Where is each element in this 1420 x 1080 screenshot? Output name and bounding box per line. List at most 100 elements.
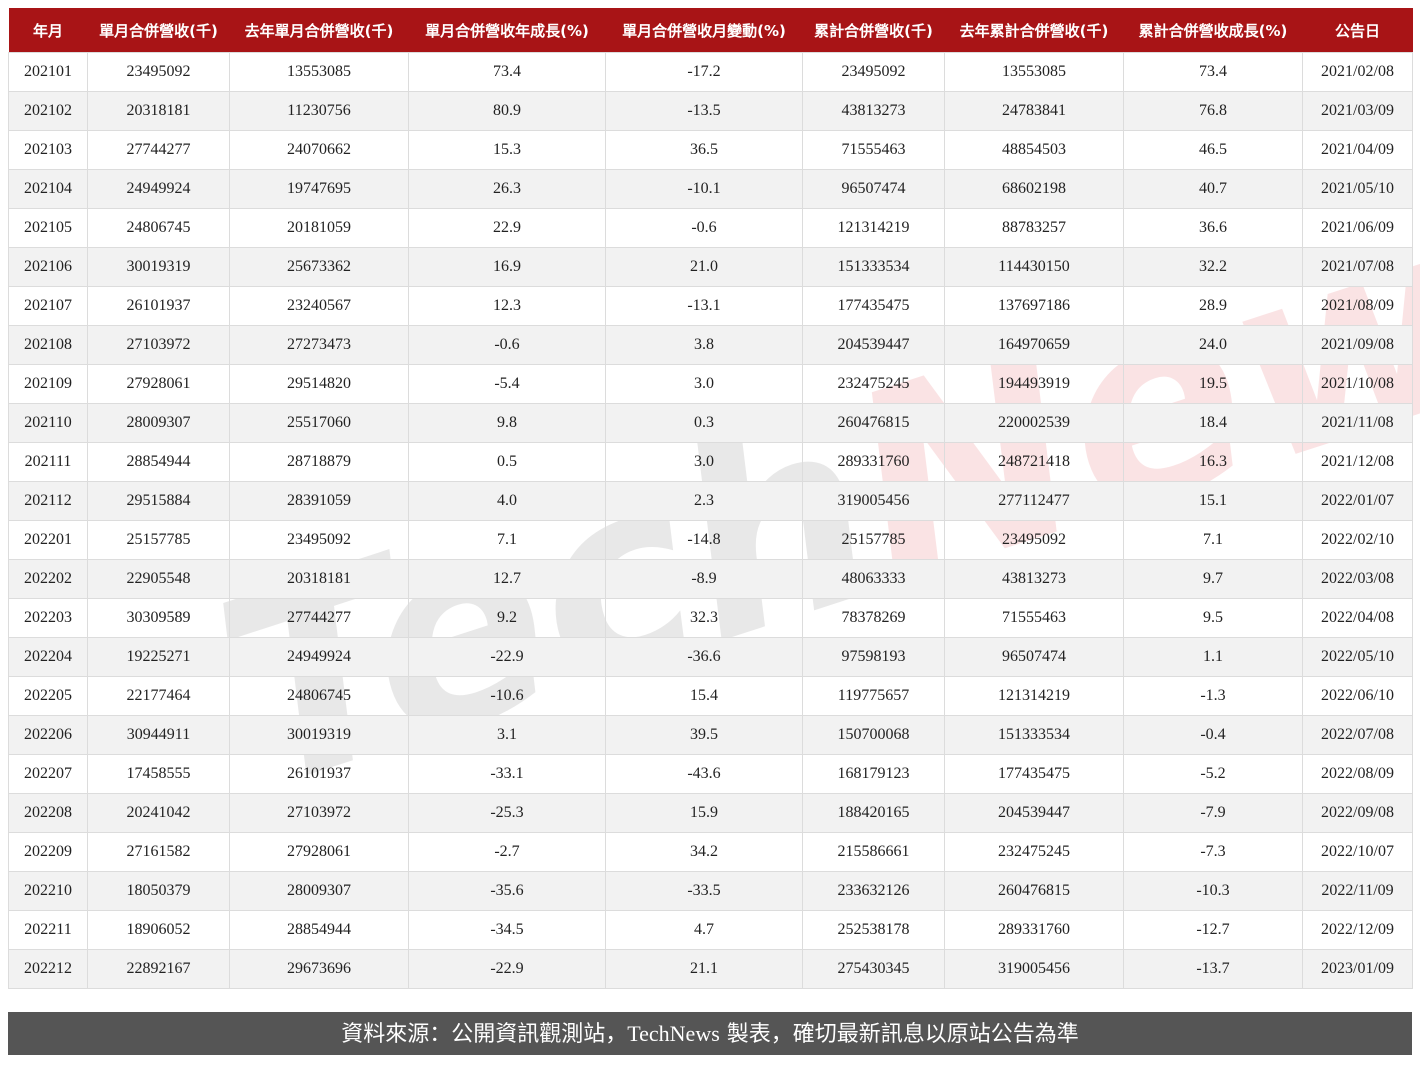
table-cell: 202110 [8, 403, 88, 443]
table-cell: 30019319 [87, 247, 230, 287]
table-cell: 202106 [8, 247, 88, 287]
table-cell: 202108 [8, 325, 88, 365]
table-cell: 28009307 [229, 871, 409, 911]
column-header: 累計合併營收成長(%) [1123, 8, 1303, 53]
table-cell: 137697186 [944, 286, 1124, 326]
table-row: 202108 27103972 27273473 -0.6 3.8 204539447 16… [8, 325, 1413, 365]
table-cell: 202210 [8, 871, 88, 911]
table-cell: 2.3 [605, 481, 803, 521]
table-cell: 29515884 [87, 481, 230, 521]
table-row: 202101 23495092 13553085 73.4 -17.2 23495092 1… [8, 52, 1413, 92]
table-cell: 23495092 [87, 52, 230, 92]
column-header: 單月合併營收月變動(%) [605, 8, 803, 53]
table-cell: 23495092 [944, 520, 1124, 560]
table-cell: -2.7 [408, 832, 606, 872]
column-header: 單月合併營收年成長(%) [408, 8, 606, 53]
table-cell: 76.8 [1123, 91, 1303, 131]
table-cell: 22905548 [87, 559, 230, 599]
table-cell: 121314219 [944, 676, 1124, 716]
table-cell: 150700068 [802, 715, 945, 755]
table-cell: 202102 [8, 91, 88, 131]
table-cell: 18906052 [87, 910, 230, 950]
table-header-row: 年月 單月合併營收(千) 去年單月合併營收(千) 單月合併營收年成長(%) 單月合併營收… [8, 8, 1413, 53]
table-cell: 73.4 [408, 52, 606, 92]
table-cell: 2022/09/08 [1302, 793, 1413, 833]
table-cell: 1.1 [1123, 637, 1303, 677]
table-cell: -22.9 [408, 949, 606, 989]
table-cell: 19.5 [1123, 364, 1303, 404]
table-cell: 24949924 [229, 637, 409, 677]
table-row: 202207 17458555 26101937 -33.1 -43.6 16817912… [8, 754, 1413, 794]
table-cell: 48854503 [944, 130, 1124, 170]
table-cell: 29673696 [229, 949, 409, 989]
table-row: 202105 24806745 20181059 22.9 -0.6 121314219 8… [8, 208, 1413, 248]
table-cell: 2022/03/08 [1302, 559, 1413, 599]
table-cell: 0.5 [408, 442, 606, 482]
table-cell: 151333534 [944, 715, 1124, 755]
table-cell: 21.0 [605, 247, 803, 287]
table-cell: 215586661 [802, 832, 945, 872]
table-cell: 2022/02/10 [1302, 520, 1413, 560]
table-cell: 68602198 [944, 169, 1124, 209]
table-cell: 319005456 [944, 949, 1124, 989]
table-cell: 202208 [8, 793, 88, 833]
table-cell: 119775657 [802, 676, 945, 716]
table-cell: 202111 [8, 442, 88, 482]
table-cell: 12.3 [408, 286, 606, 326]
table-cell: 168179123 [802, 754, 945, 794]
table-cell: 2022/12/09 [1302, 910, 1413, 950]
table-cell: 2021/08/09 [1302, 286, 1413, 326]
table-cell: 24949924 [87, 169, 230, 209]
table-row: 202203 30309589 27744277 9.2 32.3 78378269 715… [8, 598, 1413, 638]
table-row: 202106 30019319 25673362 16.9 21.0 151333534 1… [8, 247, 1413, 287]
revenue-table: 年月 單月合併營收(千) 去年單月合併營收(千) 單月合併營收年成長(%) 單月合併營收… [8, 8, 1413, 989]
table-cell: 2022/05/10 [1302, 637, 1413, 677]
table-cell: 24783841 [944, 91, 1124, 131]
table-cell: 204539447 [802, 325, 945, 365]
table-cell: -5.2 [1123, 754, 1303, 794]
table-cell: 19747695 [229, 169, 409, 209]
table-cell: 248721418 [944, 442, 1124, 482]
table-row: 202111 28854944 28718879 0.5 3.0 289331760 248… [8, 442, 1413, 482]
table-cell: -10.1 [605, 169, 803, 209]
table-cell: 27103972 [87, 325, 230, 365]
table-cell: 3.1 [408, 715, 606, 755]
table-cell: 2021/06/09 [1302, 208, 1413, 248]
table-cell: 9.7 [1123, 559, 1303, 599]
table-cell: 43813273 [802, 91, 945, 131]
table-cell: 23495092 [229, 520, 409, 560]
table-cell: 22892167 [87, 949, 230, 989]
table-row: 202208 20241042 27103972 -25.3 15.9 188420165… [8, 793, 1413, 833]
table-cell: -1.3 [1123, 676, 1303, 716]
column-header: 公告日 [1302, 8, 1413, 53]
table-cell: -10.3 [1123, 871, 1303, 911]
table-cell: 194493919 [944, 364, 1124, 404]
table-cell: 24806745 [229, 676, 409, 716]
table-cell: 27161582 [87, 832, 230, 872]
table-cell: 28854944 [87, 442, 230, 482]
table-cell: 2022/07/08 [1302, 715, 1413, 755]
table-cell: 232475245 [802, 364, 945, 404]
table-cell: 27744277 [229, 598, 409, 638]
table-cell: 25673362 [229, 247, 409, 287]
table-cell: 78378269 [802, 598, 945, 638]
table-cell: 21.1 [605, 949, 803, 989]
table-cell: 177435475 [802, 286, 945, 326]
table-cell: 2022/11/09 [1302, 871, 1413, 911]
table-cell: 233632126 [802, 871, 945, 911]
table-cell: -33.5 [605, 871, 803, 911]
table-cell: 188420165 [802, 793, 945, 833]
table-cell: 29514820 [229, 364, 409, 404]
table-cell: 2021/07/08 [1302, 247, 1413, 287]
table-cell: 202109 [8, 364, 88, 404]
table-cell: 202201 [8, 520, 88, 560]
table-cell: 202103 [8, 130, 88, 170]
table-cell: 2022/08/09 [1302, 754, 1413, 794]
table-cell: 34.2 [605, 832, 803, 872]
table-row: 202104 24949924 19747695 26.3 -10.1 96507474 6… [8, 169, 1413, 209]
table-cell: -5.4 [408, 364, 606, 404]
table-cell: -22.9 [408, 637, 606, 677]
table-cell: 88783257 [944, 208, 1124, 248]
table-cell: 96507474 [802, 169, 945, 209]
column-header: 單月合併營收(千) [87, 8, 230, 53]
